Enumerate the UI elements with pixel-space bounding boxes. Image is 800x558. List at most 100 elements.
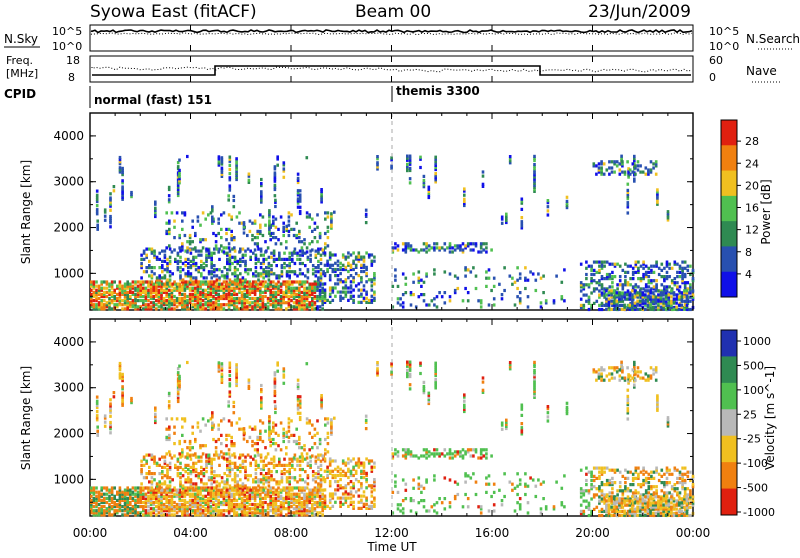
velocity-cell: [194, 452, 197, 456]
velocity-cell: [179, 461, 182, 465]
velocity-cell: [266, 502, 270, 507]
velocity-cell: [231, 486, 234, 490]
power-cell: [147, 294, 150, 299]
power-cell: [311, 229, 314, 233]
velocity-cell: [272, 490, 275, 494]
velocity-cell: [218, 488, 221, 492]
power-cell: [615, 303, 619, 307]
velocity-cell: [212, 494, 215, 498]
power-cell: [211, 219, 214, 223]
velocity-cell: [108, 511, 111, 515]
power-cell: [611, 281, 614, 285]
power-cell: [287, 288, 291, 292]
power-cell: [316, 213, 319, 217]
power-cell: [235, 305, 239, 309]
power-cell: [162, 288, 166, 292]
power-cell: [220, 172, 224, 176]
power-cell: [246, 280, 249, 284]
power-cell: [97, 284, 101, 288]
power-cell: [665, 305, 669, 310]
velocity-cell: [227, 507, 231, 511]
velocity-cell: [269, 509, 272, 513]
power-cell: [209, 305, 213, 309]
power-cell: [240, 299, 244, 303]
power-cell: [231, 272, 234, 276]
velocity-cell: [121, 492, 124, 496]
velocity-cell: [373, 465, 376, 469]
power-cell: [373, 292, 376, 296]
power-cell: [217, 303, 220, 307]
power-cell: [108, 292, 111, 296]
power-cell: [175, 305, 179, 309]
power-cell: [176, 266, 180, 270]
velocity-cell: [347, 482, 350, 486]
power-cell: [147, 284, 150, 288]
power-cell: [624, 275, 627, 279]
power-cell: [278, 257, 281, 261]
power-cell: [178, 233, 181, 238]
velocity-cell: [298, 507, 301, 511]
velocity-cell: [301, 459, 304, 463]
velocity-cell: [183, 419, 187, 423]
power-cell: [394, 274, 397, 278]
power-cell: [691, 277, 695, 281]
velocity-cell: [173, 494, 176, 498]
power-cell: [631, 270, 635, 274]
power-cell: [316, 307, 319, 311]
power-cell: [665, 285, 669, 289]
power-cell: [108, 290, 111, 294]
velocity-cell: [178, 502, 181, 507]
power-cell: [647, 170, 650, 174]
power-cell: [126, 294, 129, 299]
velocity-cell: [202, 467, 206, 472]
power-cell: [235, 292, 239, 296]
power-cell: [300, 284, 304, 288]
power-cell: [196, 307, 200, 311]
power-cell: [259, 292, 262, 296]
velocity-cell: [298, 459, 302, 463]
power-cell: [95, 292, 98, 296]
power-cell: [357, 257, 361, 261]
velocity-cell: [300, 513, 304, 517]
power-cell: [140, 257, 143, 261]
power-cell: [260, 196, 263, 200]
velocity-cell: [228, 465, 232, 469]
power-cell: [650, 301, 653, 305]
power-cell: [590, 303, 593, 307]
velocity-cell: [311, 505, 314, 509]
power-cell: [524, 278, 527, 282]
velocity-cell: [257, 484, 260, 488]
power-cell: [631, 170, 635, 174]
power-cell: [360, 280, 363, 284]
power-cell: [212, 296, 215, 301]
power-cell: [233, 236, 236, 240]
velocity-cell: [165, 498, 168, 502]
power-cell: [409, 293, 413, 297]
velocity-cell: [228, 459, 232, 463]
velocity-cell: [323, 506, 327, 510]
power-cell: [295, 236, 298, 240]
power-cell: [212, 288, 215, 292]
power-cell: [650, 268, 653, 272]
power-cell: [160, 301, 163, 305]
velocity-cell: [186, 492, 189, 496]
power-cell: [142, 303, 145, 307]
power-cell: [154, 208, 157, 212]
power-cell: [505, 212, 508, 216]
power-cell: [235, 301, 239, 305]
velocity-cell: [288, 480, 291, 484]
power-cell: [328, 292, 332, 296]
power-cell: [492, 297, 496, 301]
velocity-cell: [204, 498, 207, 502]
velocity-cell: [191, 486, 194, 490]
power-cell: [644, 289, 647, 293]
power-cell: [191, 305, 194, 309]
power-cell: [103, 214, 107, 218]
velocity-cell: [316, 505, 319, 509]
power-cell: [199, 303, 202, 307]
power-cell: [659, 301, 663, 305]
power-cell: [518, 272, 522, 276]
power-cell: [110, 286, 114, 290]
power-cell: [434, 167, 437, 172]
power-cell: [649, 307, 652, 311]
